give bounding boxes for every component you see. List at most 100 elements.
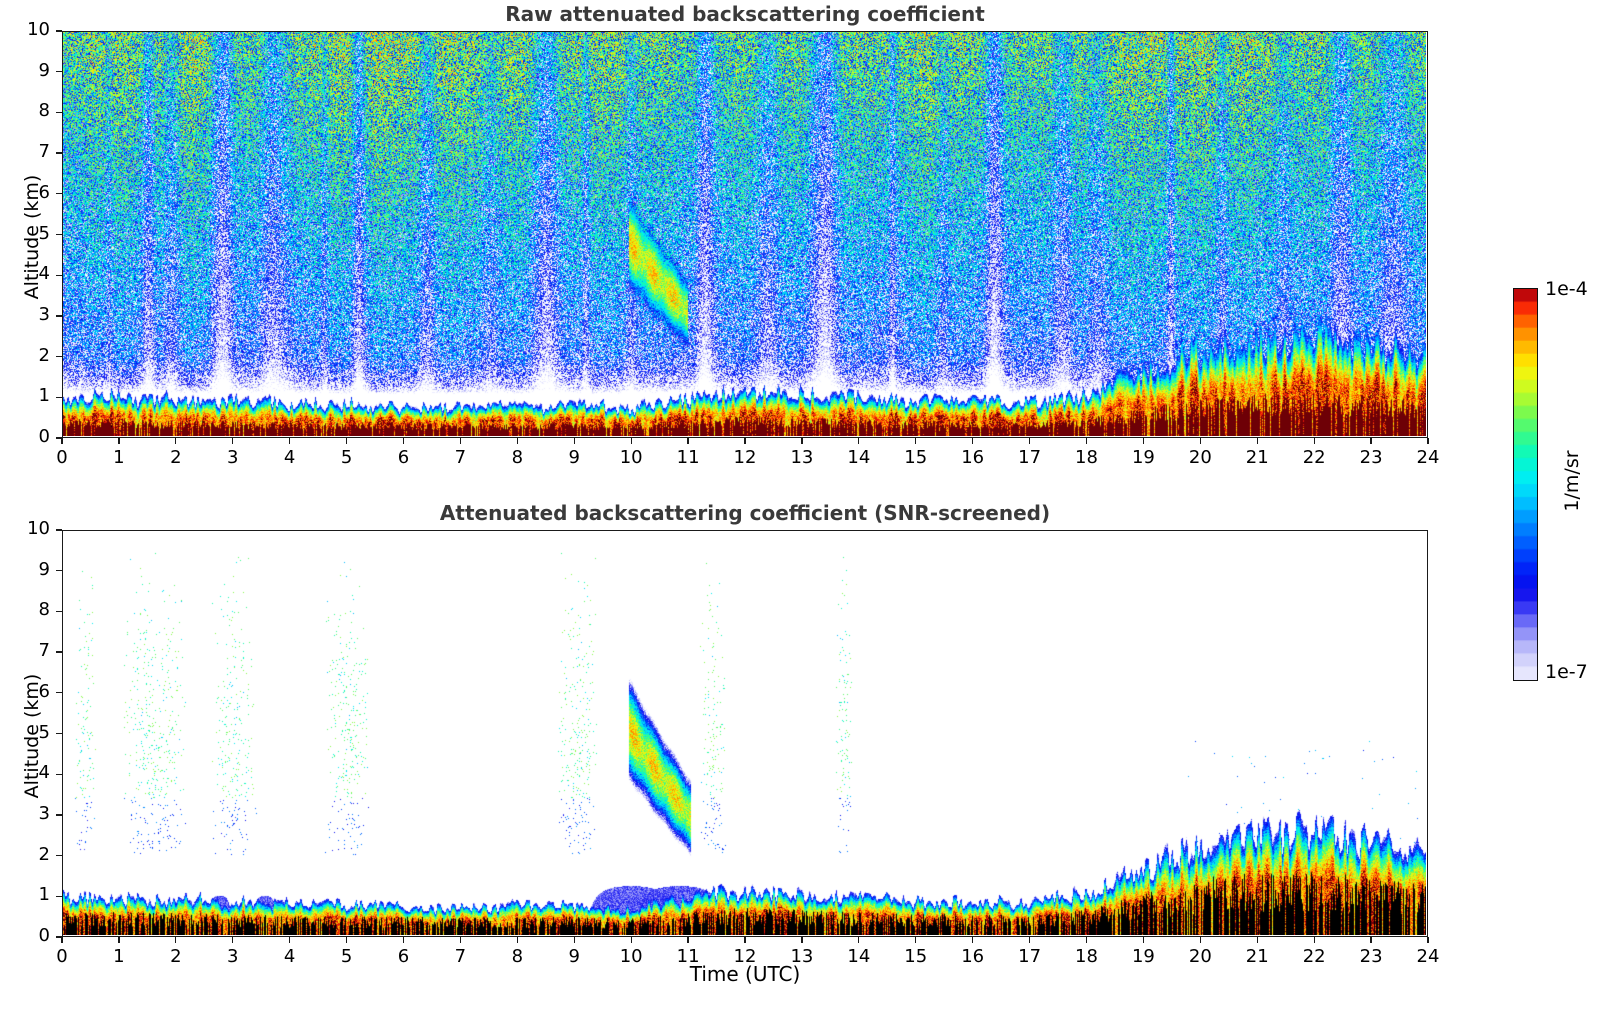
x-tick-screened-24 <box>1427 937 1429 943</box>
y-tick-label-raw-0: 0 <box>38 426 50 447</box>
y-tick-raw-0 <box>56 437 62 439</box>
y-tick-label-screened-2: 2 <box>38 843 50 865</box>
x-tick-label-screened-20: 20 <box>1188 946 1212 967</box>
x-tick-raw-11 <box>687 438 689 444</box>
x-tick-screened-10 <box>630 937 632 943</box>
colorbar-unit-label: 1/m/sr <box>1561 450 1583 512</box>
y-tick-screened-3 <box>56 814 62 816</box>
x-tick-label-raw-4: 4 <box>283 447 296 468</box>
x-tick-screened-9 <box>573 937 575 943</box>
y-tick-screened-8 <box>56 610 62 613</box>
colorbar-max-label: 1e-4 <box>1545 278 1588 300</box>
y-tick-raw-1 <box>56 396 62 398</box>
y-tick-label-screened-4: 4 <box>38 762 50 784</box>
y-tick-label-screened-10: 10 <box>27 518 50 539</box>
x-tick-raw-17 <box>1028 438 1031 444</box>
x-tick-raw-21 <box>1256 438 1258 444</box>
x-tick-label-screened-14: 14 <box>847 946 871 967</box>
heatmap-raw <box>63 32 1426 436</box>
y-tick-label-screened-1: 1 <box>38 884 50 906</box>
x-tick-label-screened-13: 13 <box>790 946 814 967</box>
y-tick-label-raw-6: 6 <box>38 181 50 203</box>
panel-title-raw: Raw attenuated backscattering coefficien… <box>505 2 985 26</box>
y-tick-screened-0 <box>56 936 62 938</box>
x-tick-label-raw-20: 20 <box>1188 447 1212 468</box>
y-tick-screened-6 <box>56 692 62 694</box>
y-tick-label-screened-5: 5 <box>38 721 50 743</box>
x-tick-screened-15 <box>915 937 917 943</box>
y-tick-label-screened-8: 8 <box>38 599 50 621</box>
x-tick-label-raw-9: 9 <box>568 447 580 468</box>
x-tick-raw-10 <box>630 438 632 444</box>
y-tick-raw-8 <box>56 111 62 114</box>
y-tick-screened-9 <box>56 570 62 572</box>
x-tick-raw-22 <box>1313 438 1315 444</box>
colorbar-gradient <box>1513 288 1538 681</box>
x-tick-screened-8 <box>516 937 518 943</box>
y-tick-label-raw-1: 1 <box>38 385 50 407</box>
x-tick-screened-22 <box>1313 937 1315 943</box>
y-tick-raw-2 <box>56 355 62 358</box>
x-tick-raw-12 <box>744 438 746 444</box>
x-tick-label-raw-24: 24 <box>1416 447 1440 468</box>
x-tick-raw-23 <box>1370 438 1372 444</box>
x-tick-raw-18 <box>1085 438 1088 444</box>
x-tick-label-screened-1: 1 <box>113 946 125 967</box>
panel-title-screened: Attenuated backscattering coefficient (S… <box>439 501 1051 525</box>
x-tick-label-raw-16: 16 <box>961 447 985 468</box>
x-tick-screened-12 <box>744 937 746 943</box>
x-tick-raw-5 <box>345 438 348 444</box>
x-tick-label-raw-3: 3 <box>227 447 239 468</box>
x-tick-raw-20 <box>1199 438 1201 444</box>
x-tick-label-raw-6: 6 <box>397 447 410 468</box>
x-tick-raw-9 <box>573 438 575 444</box>
y-tick-screened-7 <box>56 651 62 653</box>
x-tick-label-raw-10: 10 <box>619 447 643 468</box>
x-tick-label-screened-4: 4 <box>283 946 296 967</box>
x-tick-label-raw-17: 17 <box>1018 447 1042 468</box>
y-tick-screened-4 <box>56 773 62 775</box>
y-tick-label-raw-4: 4 <box>38 263 50 285</box>
x-tick-screened-23 <box>1370 937 1372 943</box>
x-tick-label-screened-9: 9 <box>568 946 580 967</box>
x-tick-raw-16 <box>972 438 974 444</box>
x-tick-screened-20 <box>1199 937 1201 943</box>
y-tick-raw-6 <box>56 193 62 195</box>
x-tick-label-screened-12: 12 <box>733 946 757 967</box>
x-tick-raw-4 <box>289 438 291 444</box>
x-tick-label-raw-23: 23 <box>1359 447 1383 468</box>
x-tick-screened-21 <box>1256 937 1258 943</box>
x-tick-screened-11 <box>687 937 689 943</box>
x-tick-raw-3 <box>232 438 234 444</box>
y-tick-label-raw-10: 10 <box>27 19 50 40</box>
x-tick-screened-16 <box>972 937 974 943</box>
x-tick-raw-15 <box>915 438 917 444</box>
x-tick-label-screened-2: 2 <box>170 946 182 967</box>
y-tick-label-raw-8: 8 <box>38 100 50 122</box>
x-tick-raw-19 <box>1142 438 1145 444</box>
y-tick-label-raw-9: 9 <box>38 59 50 81</box>
x-tick-label-raw-7: 7 <box>454 447 467 468</box>
x-tick-raw-2 <box>175 438 177 444</box>
x-tick-label-raw-18: 18 <box>1075 447 1098 468</box>
x-tick-label-screened-15: 15 <box>904 946 928 967</box>
x-tick-label-raw-1: 1 <box>113 447 125 468</box>
y-tick-label-screened-7: 7 <box>38 640 50 662</box>
x-tick-label-screened-16: 16 <box>961 946 985 967</box>
x-tick-raw-13 <box>801 438 803 444</box>
x-tick-label-raw-22: 22 <box>1302 447 1326 468</box>
x-tick-screened-14 <box>858 937 860 943</box>
x-tick-screened-13 <box>801 937 803 943</box>
x-tick-screened-5 <box>345 937 348 943</box>
plot-area-raw <box>62 31 1428 438</box>
x-tick-screened-1 <box>118 937 120 943</box>
x-tick-screened-2 <box>175 937 177 943</box>
x-tick-raw-14 <box>858 438 860 444</box>
x-tick-screened-19 <box>1142 937 1145 943</box>
x-tick-label-screened-22: 22 <box>1302 946 1326 967</box>
y-tick-screened-10 <box>56 529 62 531</box>
x-tick-screened-7 <box>459 937 462 943</box>
x-axis-label: Time (UTC) <box>689 962 801 986</box>
x-tick-label-screened-6: 6 <box>397 946 410 967</box>
